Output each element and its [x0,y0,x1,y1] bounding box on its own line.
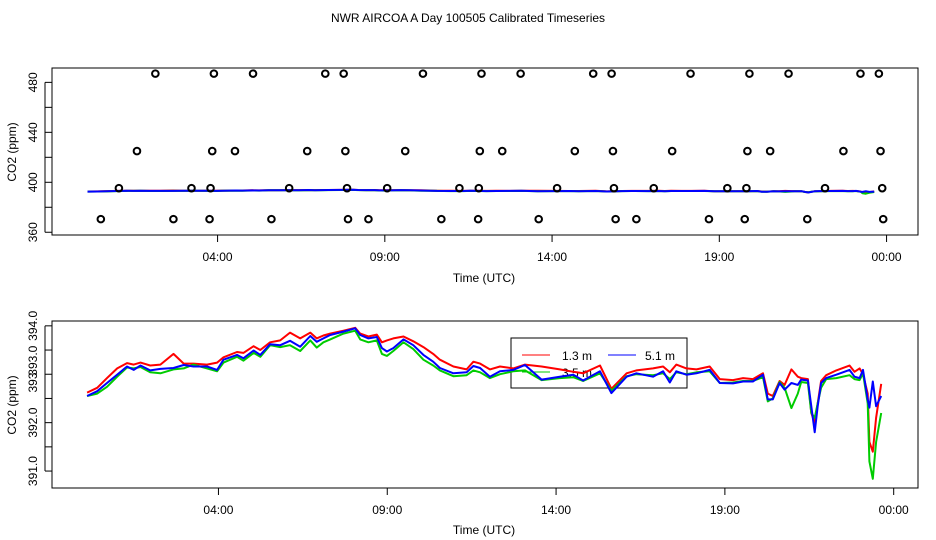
bottom-x-axis-label: Time (UTC) [453,523,515,537]
top-data-point [400,146,410,156]
bottom-y-tick-label: 393 [26,372,40,392]
top-data-point [743,146,752,156]
top-x-axis-label: Time (UTC) [453,271,515,285]
top-data-point [588,69,598,78]
top-data-point [856,69,865,78]
top-data-point [96,214,106,224]
top-data-point [205,214,214,224]
top-data-point [382,183,392,193]
top-data-point [667,146,677,156]
top-data-point [475,146,485,156]
top-series-group [87,188,875,195]
bottom-series-group [86,326,883,480]
bottom-x-tick-label: 19:00 [710,503,740,517]
bottom-series-line-1-3-m [86,326,883,453]
bottom-x-tick-label: 04:00 [203,503,233,517]
top-data-point [516,69,525,78]
top-data-point [878,214,888,224]
legend: 1.3 m 5.1 m 3.5 m [510,337,688,389]
legend-box [510,337,688,389]
legend-label-1-3m: 1.3 m [562,349,592,363]
bottom-series-line-5-1-m [86,327,883,434]
bottom-series-line-3-5-m [86,329,883,480]
top-data-point [745,69,754,78]
bottom-x-tick-label: 14:00 [541,503,571,517]
top-y-tick-label: 360 [26,222,40,242]
top-data-point [570,146,580,156]
top-data-point [230,146,240,156]
bottom-y-axis-label: CO2 (ppm) [5,375,19,434]
top-x-tick-label: 04:00 [203,250,233,264]
top-data-point [339,69,348,78]
top-data-point [455,183,464,193]
top-data-point [207,146,217,156]
top-y-tick-label: 400 [26,172,40,192]
top-data-point [784,69,793,78]
top-data-point [206,183,215,193]
bottom-panel-zoomed: Time (UTC) CO2 (ppm) 1.3 m 5.1 m 3.5 m 0… [5,311,919,537]
top-data-point [341,146,350,156]
top-data-point [723,183,732,193]
top-data-point [607,69,616,78]
top-data-point [343,214,353,224]
top-data-point [477,69,486,78]
top-x-tick-label: 19:00 [704,250,734,264]
bottom-y-tick-label: 392.0 [26,407,40,437]
bottom-y-tick-label: 394.0 [26,311,40,341]
top-data-point [437,214,446,224]
top-data-point [649,183,659,193]
bottom-y-tick-label: 391.0 [26,456,40,486]
top-data-point [876,146,885,156]
top-data-point [839,146,848,156]
top-data-point [765,146,775,156]
top-x-tick-label: 09:00 [370,250,400,264]
top-data-point [874,69,884,78]
top-data-point [608,146,618,156]
top-plot-frame [51,67,919,236]
top-y-tick-label: 440 [26,122,40,142]
top-data-point [267,214,276,224]
top-panel-all-values: Time (UTC) CO2 (ppm) 04:00 09:00 14:00 19:0… [5,67,919,285]
top-y-tick-label: 480 [26,72,40,92]
top-data-point [820,183,830,193]
top-data-point [418,69,428,78]
top-data-point [320,69,330,78]
top-y-axis-label: CO2 (ppm) [5,122,19,181]
top-data-point [802,214,812,224]
chart-title: NWR AIRCOA A Day 100505 Calibrated Times… [331,11,605,25]
top-data-point [132,146,142,156]
top-data-point [187,183,196,193]
top-data-point [302,146,312,156]
top-series-line-5-1-m [87,188,875,194]
top-data-point [284,183,294,193]
top-data-point [364,214,373,224]
top-data-point [474,183,484,193]
top-data-point [169,214,178,224]
top-data-point [609,183,619,193]
top-data-point [632,214,641,224]
top-data-point [209,69,219,78]
top-data-point [704,214,714,224]
top-data-point [342,183,352,193]
top-data-point [742,183,751,193]
top-data-point [497,146,507,156]
top-x-tick-label: 00:00 [872,250,902,264]
top-data-point [248,69,258,78]
top-data-point [151,69,160,78]
top-data-point [686,69,695,78]
top-data-point [611,214,620,224]
legend-label-5-1m: 5.1 m [645,349,675,363]
bottom-plot-frame [51,320,919,489]
top-data-point [877,183,887,193]
top-data-point [473,214,483,224]
top-data-point [552,183,562,193]
bottom-x-tick-label: 09:00 [372,503,402,517]
bottom-y-tick-label: 393.0 [26,345,40,375]
bottom-x-tick-label: 00:00 [879,503,909,517]
top-data-point [740,214,750,224]
top-data-point [114,183,124,193]
top-data-point [534,214,543,224]
top-x-tick-label: 14:00 [537,250,567,264]
